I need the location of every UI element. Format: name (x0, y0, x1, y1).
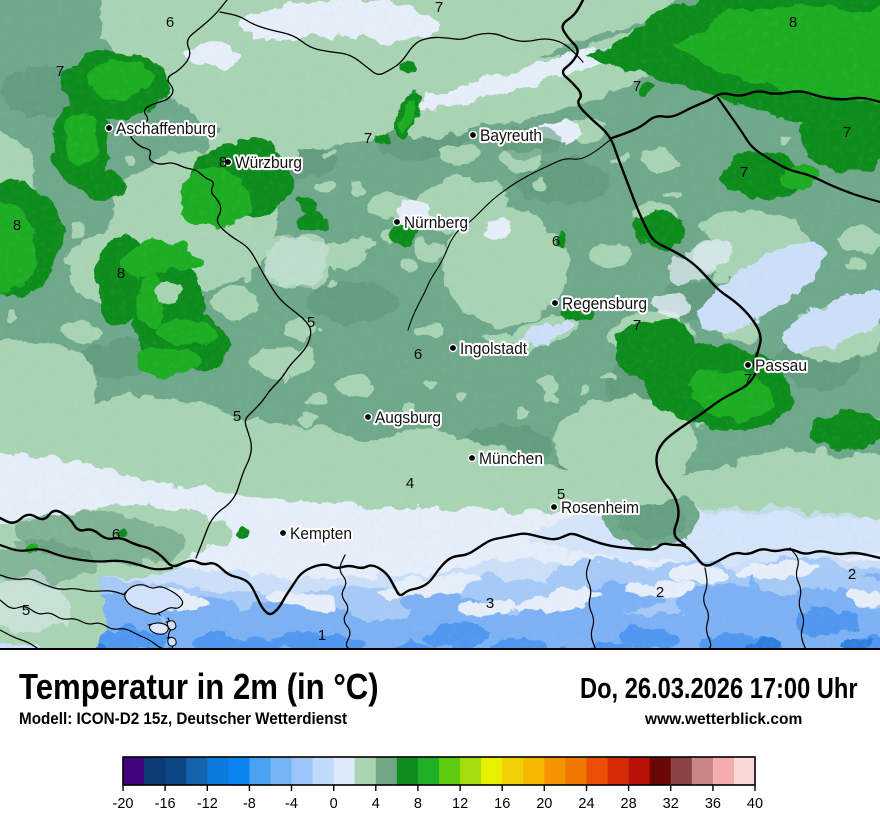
svg-text:Kempten: Kempten (290, 524, 352, 543)
svg-text:4: 4 (406, 475, 414, 492)
svg-text:Aschaffenburg: Aschaffenburg (116, 119, 216, 138)
svg-text:7: 7 (364, 130, 372, 147)
svg-text:7: 7 (435, 0, 443, 16)
svg-text:-4: -4 (285, 796, 298, 812)
svg-text:Würzburg: Würzburg (235, 153, 302, 172)
svg-text:Würzburg: Würzburg (235, 153, 302, 172)
svg-text:Ingolstadt: Ingolstadt (460, 339, 527, 358)
svg-text:Kempten: Kempten (290, 524, 352, 543)
svg-text:-16: -16 (155, 796, 176, 812)
svg-text:8: 8 (117, 265, 125, 282)
svg-text:4: 4 (372, 796, 380, 812)
svg-text:Passau: Passau (755, 356, 807, 375)
svg-text:Rosenheim: Rosenheim (561, 498, 639, 517)
svg-text:1: 1 (318, 627, 326, 644)
svg-text:5: 5 (307, 314, 315, 331)
svg-text:7: 7 (56, 63, 64, 80)
svg-text:Nürnberg: Nürnberg (404, 213, 468, 232)
svg-text:Bayreuth: Bayreuth (480, 126, 542, 145)
svg-text:6: 6 (552, 233, 560, 250)
svg-text:3: 3 (486, 595, 494, 612)
svg-text:-8: -8 (243, 796, 256, 812)
svg-text:Bayreuth: Bayreuth (480, 126, 542, 145)
svg-text:5: 5 (22, 602, 30, 619)
svg-text:7: 7 (633, 317, 641, 334)
svg-text:8: 8 (414, 796, 422, 812)
svg-text:0: 0 (330, 796, 338, 812)
svg-text:Augsburg: Augsburg (375, 408, 441, 427)
svg-text:40: 40 (747, 796, 763, 812)
svg-text:20: 20 (536, 796, 552, 812)
svg-text:Rosenheim: Rosenheim (561, 498, 639, 517)
svg-text:32: 32 (663, 796, 679, 812)
svg-text:Aschaffenburg: Aschaffenburg (116, 119, 216, 138)
svg-text:7: 7 (744, 371, 752, 388)
svg-text:Nürnberg: Nürnberg (404, 213, 468, 232)
svg-text:Ingolstadt: Ingolstadt (460, 339, 527, 358)
svg-text:24: 24 (578, 796, 594, 812)
svg-text:München: München (479, 449, 543, 468)
svg-text:5: 5 (233, 408, 241, 425)
svg-text:Regensburg: Regensburg (562, 294, 647, 313)
svg-text:36: 36 (705, 796, 721, 812)
svg-text:6: 6 (414, 346, 422, 363)
svg-text:28: 28 (621, 796, 637, 812)
svg-text:7: 7 (843, 124, 851, 141)
svg-text:-12: -12 (197, 796, 218, 812)
svg-text:Augsburg: Augsburg (375, 408, 441, 427)
svg-text:16: 16 (494, 796, 510, 812)
svg-text:12: 12 (452, 796, 468, 812)
svg-text:8: 8 (789, 14, 797, 31)
svg-text:6: 6 (166, 14, 174, 31)
svg-text:2: 2 (848, 566, 856, 583)
svg-text:6: 6 (112, 526, 120, 543)
svg-text:-20: -20 (113, 796, 134, 812)
svg-text:5: 5 (557, 486, 565, 503)
svg-text:München: München (479, 449, 543, 468)
svg-text:Regensburg: Regensburg (562, 294, 647, 313)
svg-text:8: 8 (13, 217, 21, 234)
svg-text:7: 7 (740, 164, 748, 181)
svg-text:7: 7 (633, 78, 641, 95)
svg-text:2: 2 (656, 584, 664, 601)
svg-text:8: 8 (219, 154, 227, 171)
svg-text:Passau: Passau (755, 356, 807, 375)
